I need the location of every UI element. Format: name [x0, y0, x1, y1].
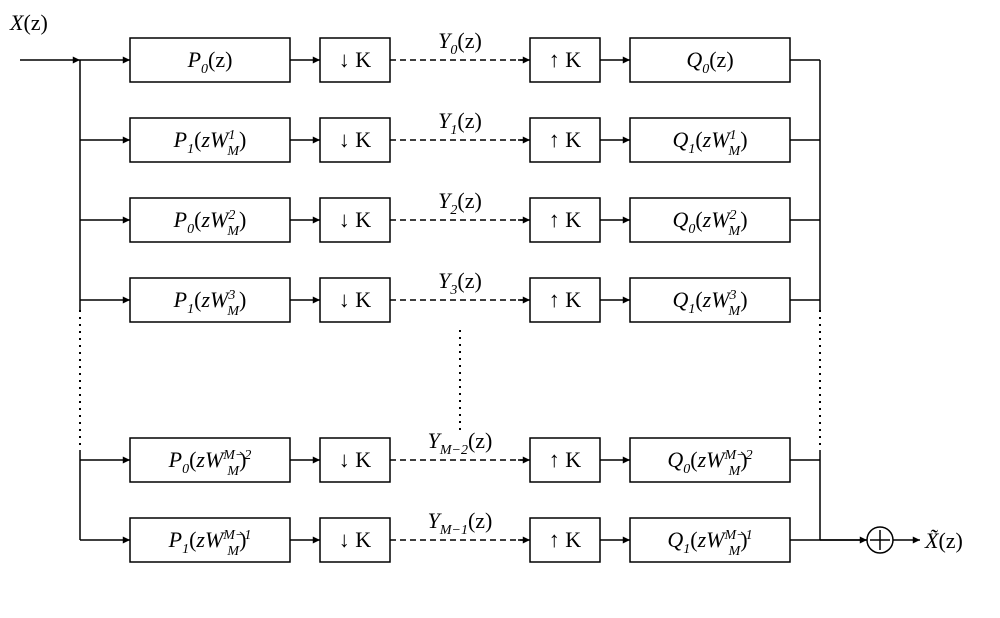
- synthesis-filter-3: Q1(zW3M): [630, 278, 790, 322]
- y-label-3: Y3(z): [438, 268, 482, 298]
- downsampler-0: ↓ K: [320, 38, 390, 82]
- synthesis-filter-1: Q1(zW1M): [630, 118, 790, 162]
- downsampler-4: ↓ K: [320, 438, 390, 482]
- y-label-2: Y2(z): [438, 188, 482, 218]
- y-label-0: Y0(z): [438, 28, 482, 58]
- synthesis-filter-0: Q0(z): [630, 38, 790, 82]
- svg-text:↓ K: ↓ K: [339, 47, 372, 72]
- y-label-1: Y1(z): [438, 108, 482, 138]
- svg-text:↑ K: ↑ K: [549, 207, 582, 232]
- analysis-filter-3: P1(zW3M): [130, 278, 290, 322]
- y-label-5: YM−1(z): [428, 508, 493, 538]
- svg-text:↓ K: ↓ K: [339, 207, 372, 232]
- downsampler-5: ↓ K: [320, 518, 390, 562]
- svg-text:↑ K: ↑ K: [549, 287, 582, 312]
- svg-text:↓ K: ↓ K: [339, 127, 372, 152]
- downsampler-3: ↓ K: [320, 278, 390, 322]
- upsampler-3: ↑ K: [530, 278, 600, 322]
- svg-text:↑ K: ↑ K: [549, 447, 582, 472]
- synthesis-filter-5: Q1(zWM−1M): [630, 518, 790, 562]
- summation-node: [867, 527, 893, 553]
- upsampler-5: ↑ K: [530, 518, 600, 562]
- upsampler-0: ↑ K: [530, 38, 600, 82]
- analysis-filter-4: P0(zWM−2M): [130, 438, 290, 482]
- analysis-filter-2: P0(zW2M): [130, 198, 290, 242]
- filter-bank-diagram: X(z) P0(z) ↓ K Y0(z) ↑ K Q0(z) P1(zW1M) ↓ K Y1(z…: [0, 0, 1000, 618]
- upsampler-1: ↑ K: [530, 118, 600, 162]
- svg-text:↑ K: ↑ K: [549, 127, 582, 152]
- svg-text:↓ K: ↓ K: [339, 447, 372, 472]
- input-label: X(z): [9, 10, 48, 35]
- svg-text:↓ K: ↓ K: [339, 287, 372, 312]
- upsampler-2: ↑ K: [530, 198, 600, 242]
- synthesis-filter-2: Q0(zW2M): [630, 198, 790, 242]
- svg-text:↓ K: ↓ K: [339, 527, 372, 552]
- downsampler-2: ↓ K: [320, 198, 390, 242]
- svg-text:↑ K: ↑ K: [549, 527, 582, 552]
- svg-text:↑ K: ↑ K: [549, 47, 582, 72]
- analysis-filter-5: P1(zWM−1M): [130, 518, 290, 562]
- upsampler-4: ↑ K: [530, 438, 600, 482]
- synthesis-filter-4: Q0(zWM−2M): [630, 438, 790, 482]
- output-label: X̃(z): [924, 528, 963, 553]
- downsampler-1: ↓ K: [320, 118, 390, 162]
- analysis-filter-1: P1(zW1M): [130, 118, 290, 162]
- y-label-4: YM−2(z): [428, 428, 493, 458]
- analysis-filter-0: P0(z): [130, 38, 290, 82]
